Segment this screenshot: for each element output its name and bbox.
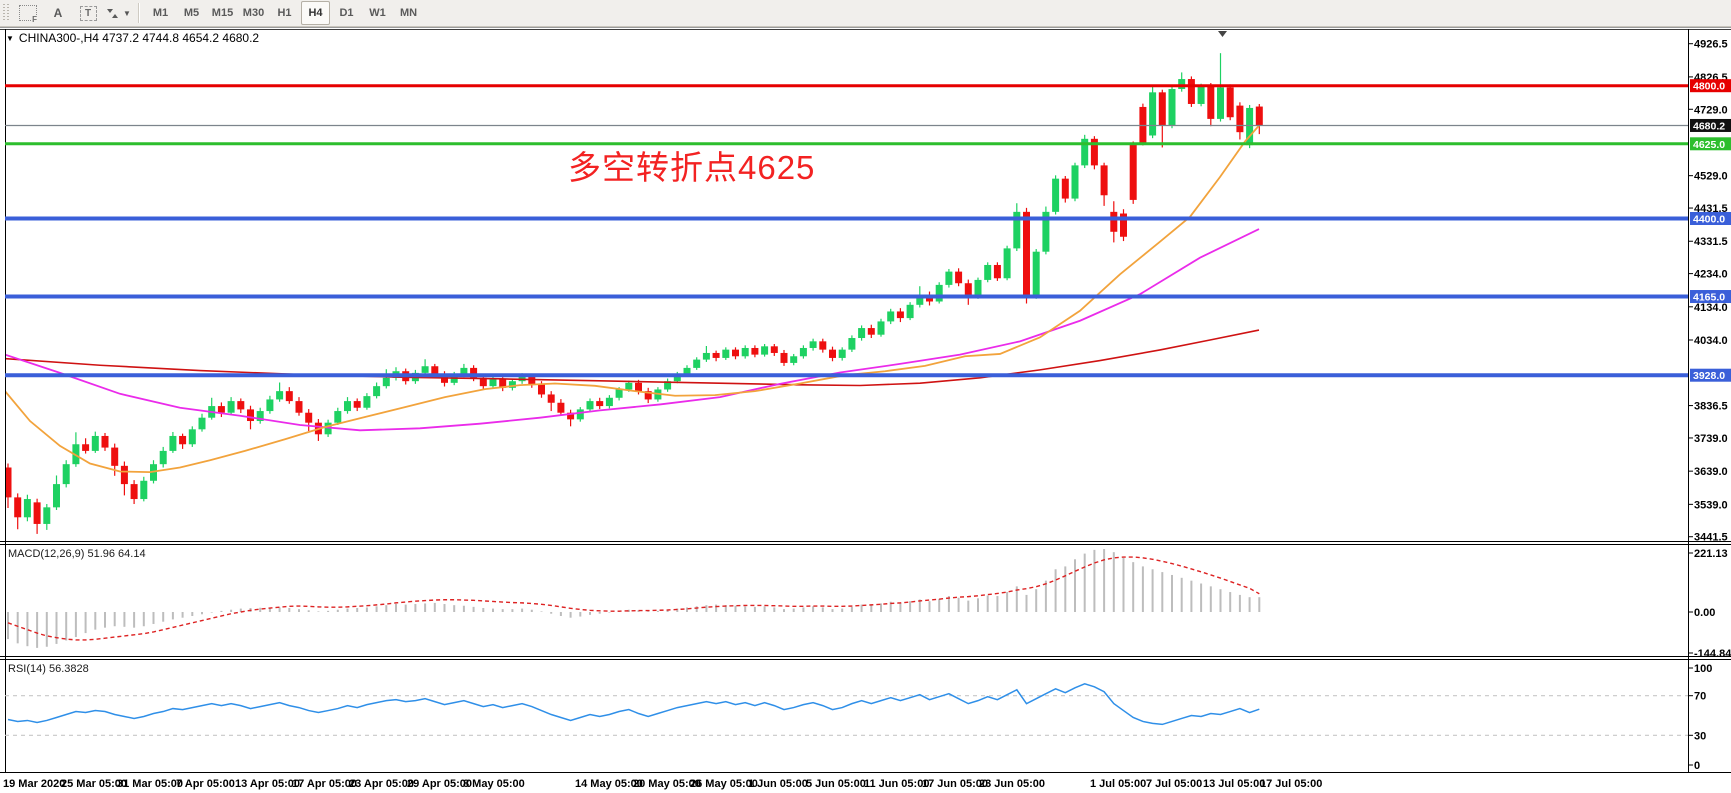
candlestick-series	[6, 53, 1263, 534]
svg-text:30: 30	[1694, 730, 1706, 742]
svg-text:100: 100	[1694, 663, 1712, 675]
svg-text:4926.5: 4926.5	[1694, 39, 1728, 51]
svg-text:0.00: 0.00	[1694, 607, 1715, 619]
svg-text:26 May 05:00: 26 May 05:00	[690, 778, 758, 790]
svg-text:7 Apr 05:00: 7 Apr 05:00	[176, 778, 235, 790]
rsi-panel: 100 70 30 0	[5, 663, 1712, 772]
timeframe-button-m15[interactable]: M15	[211, 7, 234, 19]
svg-text:70: 70	[1694, 691, 1706, 703]
svg-text:29 Apr 05:00: 29 Apr 05:00	[407, 778, 472, 790]
svg-text:17 Jun 05:00: 17 Jun 05:00	[922, 778, 988, 790]
svg-text:7 Jul 05:00: 7 Jul 05:00	[1146, 778, 1202, 790]
svg-text:3836.5: 3836.5	[1694, 401, 1728, 413]
text-label-tool-button[interactable]: A	[44, 1, 72, 25]
svg-text:4165.0: 4165.0	[1693, 292, 1725, 304]
svg-text:4680.2: 4680.2	[1693, 120, 1725, 132]
svg-text:3441.5: 3441.5	[1694, 532, 1728, 544]
timeframe-button-m30[interactable]: M30	[242, 7, 265, 19]
chart-window[interactable]: 4926.5 4826.5 4729.0 4529.0 4431.5 4331.5 4234…	[0, 27, 1731, 793]
timeframe-button-m1[interactable]: M1	[152, 7, 169, 19]
svg-text:4729.0: 4729.0	[1694, 104, 1728, 116]
svg-text:4234.0: 4234.0	[1694, 269, 1728, 281]
chart-canvas[interactable]: 4926.54826.54729.04529.04431.54331.54234…	[0, 27, 1731, 793]
boxed-t-icon: T	[79, 5, 97, 21]
timeframe-button-mn[interactable]: MN	[399, 7, 418, 19]
chart-title: ▼ CHINA300-,H4 4737.2 4744.8 4654.2 4680…	[6, 31, 259, 45]
chart-shift-marker-icon[interactable]	[1218, 31, 1227, 37]
svg-text:4625.0: 4625.0	[1693, 139, 1725, 151]
svg-text:23 Apr 05:00: 23 Apr 05:00	[349, 778, 414, 790]
svg-text:1 Jul 05:00: 1 Jul 05:00	[1090, 778, 1146, 790]
svg-text:20 May 05:00: 20 May 05:00	[633, 778, 701, 790]
svg-text:13 Apr 05:00: 13 Apr 05:00	[235, 778, 300, 790]
timeframe-button-m5[interactable]: M5	[183, 7, 200, 19]
toolbar-grip[interactable]	[3, 4, 9, 22]
trendline-annotation-text[interactable]: 多空转折点4625	[568, 149, 816, 186]
svg-text:8 May 05:00: 8 May 05:00	[463, 778, 525, 790]
svg-text:1 Jun 05:00: 1 Jun 05:00	[748, 778, 808, 790]
rsi-indicator-label: RSI(14) 56.3828	[8, 663, 89, 675]
timeframe-button-h1[interactable]: H1	[277, 7, 292, 19]
svg-text:4331.5: 4331.5	[1694, 236, 1728, 248]
top-toolbar: A T ▼ M1 M5 M15 M30 H1 H4 D1 W1 MN	[0, 0, 1731, 27]
macd-indicator-label: MACD(12,26,9) 51.96 64.14	[8, 548, 146, 560]
svg-text:19 Mar 2020: 19 Mar 2020	[3, 778, 65, 790]
macd-panel: 221.13 0.00 -144.84	[7, 548, 1731, 660]
timeframe-button-d1[interactable]: D1	[339, 7, 354, 19]
price-axis[interactable]: 4926.54826.54729.04529.04431.54331.54234…	[1688, 39, 1731, 544]
svg-text:31 Mar 05:00: 31 Mar 05:00	[117, 778, 183, 790]
svg-text:11 Jun 05:00: 11 Jun 05:00	[864, 778, 929, 790]
svg-text:17 Apr 05:00: 17 Apr 05:00	[292, 778, 357, 790]
double-arrow-icon	[107, 8, 119, 18]
grid-f-icon	[19, 5, 38, 24]
svg-text:4800.0: 4800.0	[1693, 81, 1725, 93]
svg-text:3739.0: 3739.0	[1694, 433, 1728, 445]
svg-text:3928.0: 3928.0	[1693, 370, 1725, 382]
timeframe-button-w1[interactable]: W1	[369, 7, 386, 19]
grid-f-tool-button[interactable]	[14, 1, 42, 25]
letter-a-icon: A	[53, 6, 63, 20]
svg-text:4400.0: 4400.0	[1693, 213, 1725, 225]
svg-text:0: 0	[1694, 760, 1700, 772]
timeframe-button-h4[interactable]: H4	[301, 1, 330, 25]
svg-text:4034.0: 4034.0	[1694, 335, 1728, 347]
svg-text:5 Jun 05:00: 5 Jun 05:00	[806, 778, 866, 790]
svg-text:4134.0: 4134.0	[1694, 302, 1728, 314]
svg-text:25 Mar 05:00: 25 Mar 05:00	[61, 778, 127, 790]
svg-text:221.13: 221.13	[1694, 548, 1728, 560]
symbol-dropdown-icon[interactable]: ▼	[6, 33, 14, 43]
svg-text:-144.84: -144.84	[1694, 648, 1731, 660]
svg-text:14 May 05:00: 14 May 05:00	[575, 778, 643, 790]
chevron-down-icon: ▼	[123, 8, 131, 18]
svg-text:23 Jun 05:00: 23 Jun 05:00	[979, 778, 1045, 790]
text-box-tool-button[interactable]: T	[74, 1, 102, 25]
symbol-ohlc-text: CHINA300-,H4 4737.2 4744.8 4654.2 4680.2	[18, 31, 260, 45]
svg-text:13 Jul 05:00: 13 Jul 05:00	[1203, 778, 1265, 790]
svg-text:3639.0: 3639.0	[1694, 466, 1728, 478]
svg-text:3539.0: 3539.0	[1694, 499, 1728, 511]
svg-text:17 Jul 05:00: 17 Jul 05:00	[1260, 778, 1322, 790]
timeframe-buttons: M1 M5 M15 M30 H1 H4 D1 W1 MN	[145, 1, 424, 25]
toolbar-separator	[138, 3, 140, 23]
arrow-objects-tool-button[interactable]: ▼	[104, 1, 132, 25]
svg-text:4529.0: 4529.0	[1694, 171, 1728, 183]
